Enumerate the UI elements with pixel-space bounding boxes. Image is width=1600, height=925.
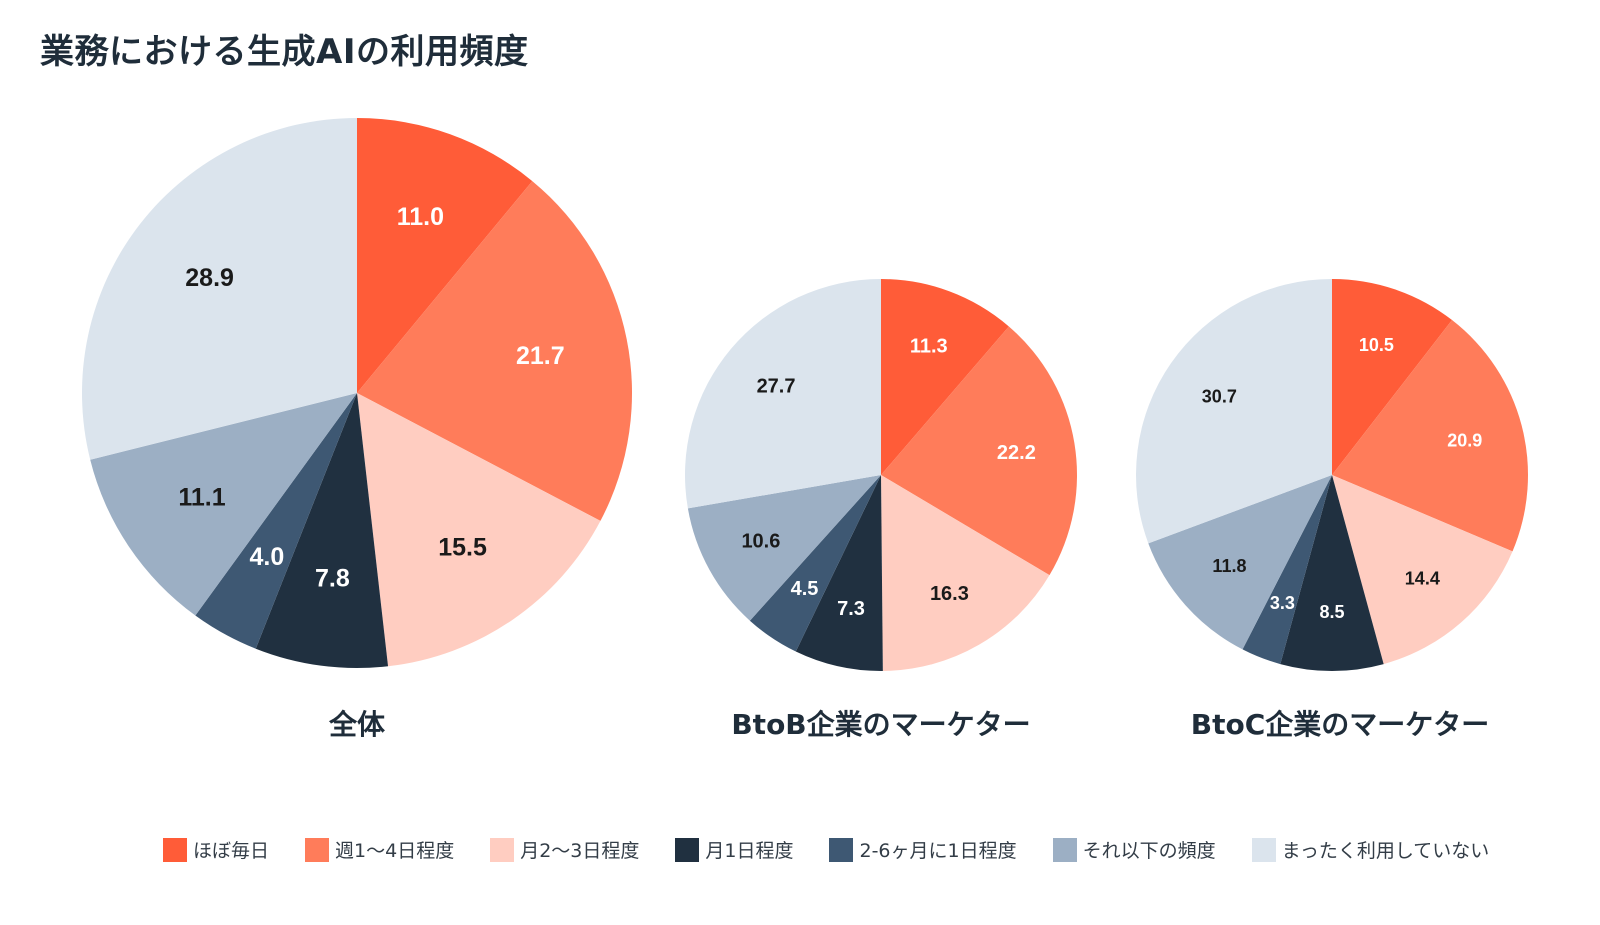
legend-item: 月2〜3日程度: [490, 836, 639, 863]
pie-value-label-btoc-0: 10.5: [1359, 335, 1394, 355]
pie-value-label-btob-0: 11.3: [910, 335, 948, 357]
pie-slice-btoc-3: [1280, 475, 1384, 671]
pie-slice-overall-0: [357, 118, 533, 393]
legend-item: ほぼ毎日: [163, 836, 269, 863]
pie-label-btob: BtoB企業のマーケター: [731, 708, 1030, 741]
pie-value-label-btob-6: 27.7: [757, 376, 796, 398]
legend-swatch: [490, 837, 515, 862]
pie-slice-btob-6: [684, 279, 881, 509]
pie-slice-overall-5: [90, 393, 358, 616]
pie-value-label-btob-1: 22.2: [997, 442, 1036, 464]
pie-value-label-overall-6: 28.9: [185, 264, 234, 292]
legend-item: まったく利用していない: [1251, 836, 1490, 863]
pie-value-label-btoc-5: 11.8: [1212, 556, 1246, 576]
legend-swatch: [305, 837, 330, 862]
pie-value-label-btoc-6: 30.7: [1202, 387, 1237, 407]
pie-value-label-overall-5: 11.1: [178, 484, 225, 512]
legend-label: それ以下の頻度: [1082, 840, 1216, 862]
legend: ほぼ毎日 週1〜4日程度 月2〜3日程度 月1日程度 2-6ヶ月に1日程度 それ…: [163, 836, 1525, 863]
pie-slice-overall-4: [195, 393, 357, 649]
pie-slice-overall-2: [357, 393, 601, 667]
pie-label-overall: 全体: [328, 708, 386, 741]
pie-slice-btoc-4: [1242, 475, 1332, 665]
legend-label: まったく利用していない: [1281, 840, 1490, 862]
pie-value-label-btob-5: 10.6: [741, 530, 780, 552]
pie-value-label-overall-1: 21.7: [516, 342, 565, 370]
pie-chart-overall: 11.0 21.7 15.5 7.8 4.0 11.1 28.9: [81, 118, 632, 668]
legend-item: 月1日程度: [675, 836, 793, 863]
pie-slice-btob-5: [687, 475, 881, 621]
pie-slice-btoc-2: [1332, 475, 1513, 665]
pie-value-label-btoc-2: 14.4: [1405, 568, 1440, 588]
pie-value-label-btoc-3: 8.5: [1319, 602, 1344, 622]
pie-value-label-overall-3: 7.8: [315, 564, 350, 592]
pie-slice-btoc-0: [1332, 279, 1453, 475]
legend-label: ほぼ毎日: [193, 840, 270, 862]
pie-value-label-btob-3: 7.3: [837, 598, 865, 620]
legend-item: それ以下の頻度: [1052, 836, 1216, 863]
pie-value-label-btob-4: 4.5: [791, 578, 819, 600]
legend-label: 2-6ヶ月に1日程度: [859, 840, 1017, 862]
pie-slice-overall-1: [357, 181, 632, 521]
legend-item: 週1〜4日程度: [305, 836, 454, 863]
legend-swatch: [163, 837, 187, 862]
pie-slice-btob-4: [749, 475, 881, 652]
pie-slice-btob-1: [881, 326, 1077, 576]
chart-title: 業務における生成AIの利用頻度: [40, 32, 529, 72]
legend-item: 2-6ヶ月に1日程度: [829, 836, 1017, 863]
legend-swatch: [1251, 837, 1276, 862]
legend-swatch: [829, 837, 854, 862]
legend-swatch: [675, 837, 700, 862]
legend-label: 週1〜4日程度: [335, 840, 455, 862]
pie-value-label-overall-2: 15.5: [438, 533, 487, 561]
pie-chart-btob: 11.3 22.2 16.3 7.3 4.5 10.6 27.7: [684, 279, 1077, 671]
pie-slice-btoc-1: [1332, 320, 1528, 552]
pie-slice-btob-3: [795, 475, 883, 671]
legend-label: 月1日程度: [705, 840, 794, 862]
pie-slice-btoc-6: [1136, 279, 1332, 544]
pie-slice-overall-3: [255, 393, 389, 668]
pie-value-label-btoc-1: 20.9: [1447, 430, 1482, 450]
legend-swatch: [1052, 837, 1077, 862]
pie-slice-btoc-5: [1148, 475, 1332, 650]
pie-value-label-btob-2: 16.3: [930, 583, 969, 605]
pie-slice-overall-6: [81, 118, 357, 460]
pie-chart-btoc: 10.5 20.9 14.4 8.5 3.3 11.8 30.7: [1136, 279, 1528, 671]
pie-slice-btob-2: [881, 475, 1050, 671]
pie-slice-btob-0: [881, 279, 1009, 475]
legend-label: 月2〜3日程度: [520, 840, 640, 862]
pie-value-label-btoc-4: 3.3: [1270, 593, 1295, 613]
pie-value-label-overall-4: 4.0: [250, 543, 285, 571]
pie-value-label-overall-0: 11.0: [397, 203, 444, 231]
pie-label-btoc: BtoC企業のマーケター: [1191, 708, 1490, 741]
